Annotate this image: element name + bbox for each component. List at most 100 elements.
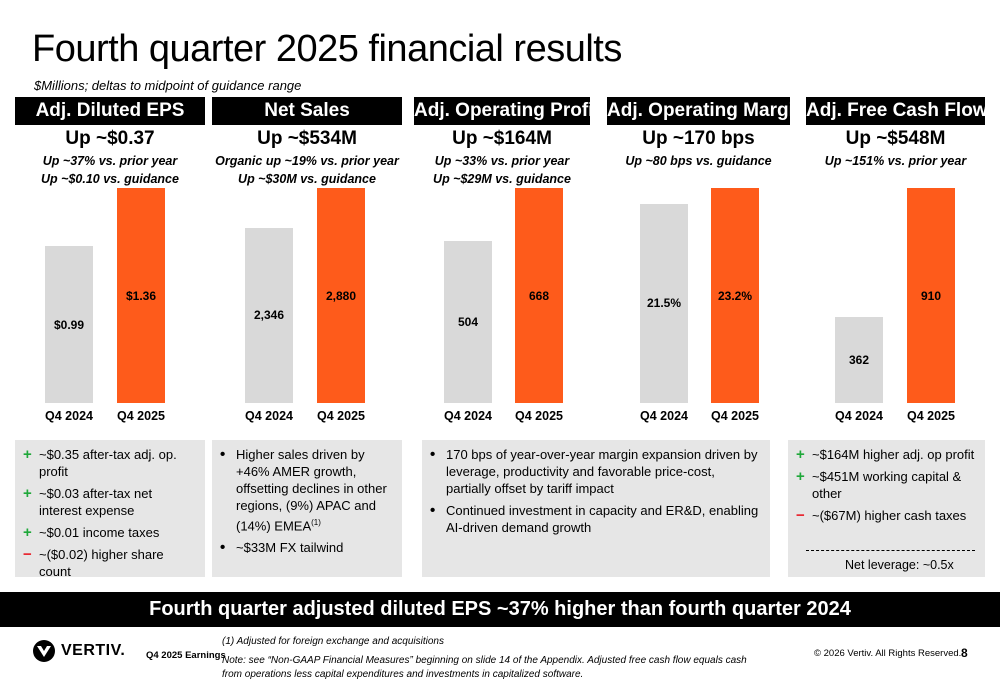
bullet-text: Higher sales driven by +46% AMER growth,…	[236, 446, 394, 534]
net-leverage: Net leverage: ~0.5x	[845, 558, 954, 572]
bullet-item: + ~$0.03 after-tax net interest expense	[23, 485, 197, 519]
bullet-text: ~$0.03 after-tax net interest expense	[39, 485, 197, 519]
bullet-item: − ~($67M) higher cash taxes	[796, 507, 977, 524]
chart-headline: Up ~170 bps	[642, 128, 755, 149]
chart-note: Organic up ~19% vs. prior year	[215, 154, 399, 168]
chart-title: Adj. Operating Margin	[607, 97, 805, 125]
bar-value-label: 21.5%	[646, 296, 682, 311]
chart-5: Adj. Free Cash Flow Up ~$548M Up ~151% vs…	[806, 97, 988, 432]
commentary-box-1: + ~$0.35 after-tax adj. op. profit + ~$0.03…	[15, 440, 205, 580]
bar-value-label: 2,346	[253, 308, 285, 323]
bullet-text-body: Continued investment in capacity and ER&…	[446, 503, 759, 535]
bar-q4-2024	[640, 203, 688, 403]
deck-name: Q4 2025 Earnings	[146, 650, 226, 661]
divider	[806, 550, 975, 551]
commentary-box-2: • Higher sales driven by +46% AMER growth…	[212, 440, 402, 577]
bar-value-label: 23.2%	[717, 288, 753, 303]
footnote: (1) Adjusted for foreign exchange and ac…	[222, 636, 444, 647]
chart-note: Up ~$0.10 vs. guidance	[41, 172, 179, 186]
bullet-text: ~($67M) higher cash taxes	[812, 507, 966, 524]
x-tick-label: Q4 2025	[117, 409, 165, 423]
bar-q4-2024	[245, 227, 293, 403]
plus-icon: +	[23, 524, 32, 541]
bullet-item: • Continued investment in capacity and ER…	[430, 502, 762, 536]
bar-q4-2025	[907, 188, 955, 403]
bullet-text-body: ~$0.01 income taxes	[39, 525, 160, 540]
chart-title: Net Sales	[212, 97, 402, 125]
plus-icon: +	[23, 446, 32, 463]
bar-value-label: $1.36	[125, 288, 157, 303]
commentary-box-3: • 170 bps of year-over-year margin expans…	[422, 440, 770, 577]
bullet-item: + ~$451M working capital & other	[796, 468, 977, 502]
page-subtitle: $Millions; deltas to midpoint of guidanc…	[34, 78, 302, 93]
bullet-icon: •	[220, 446, 226, 463]
bullet-text-body: Higher sales driven by +46% AMER growth,…	[236, 447, 387, 534]
bullet-text-body: ~($67M) higher cash taxes	[812, 508, 967, 523]
bullet-icon: •	[430, 502, 436, 519]
page-number: 8	[961, 646, 968, 660]
chart-1: Adj. Diluted EPS Up ~$0.37 Up ~37% vs. pr…	[15, 97, 205, 432]
plus-icon: +	[796, 468, 805, 485]
bar-value-label: 504	[457, 314, 479, 329]
bullet-text: ~$33M FX tailwind	[236, 539, 343, 556]
chart-note: Up ~$29M vs. guidance	[433, 172, 571, 186]
chart-3: Adj. Operating Profit Up ~$164M Up ~33% v…	[414, 97, 600, 432]
bar-q4-2024	[45, 246, 93, 403]
minus-icon: −	[23, 546, 32, 563]
bar-value-label: 910	[920, 288, 942, 303]
bullet-text-body: ~$0.35 after-tax adj. op. profit	[39, 447, 177, 479]
summary-banner: Fourth quarter adjusted diluted EPS ~37%…	[0, 592, 1000, 627]
bar-value-label: 668	[528, 288, 550, 303]
bullet-text: Continued investment in capacity and ER&…	[446, 502, 762, 536]
chart-headline: Up ~$0.37	[65, 128, 155, 149]
bullet-text: ~$0.35 after-tax adj. op. profit	[39, 446, 197, 480]
chart-note: Up ~33% vs. prior year	[434, 154, 570, 168]
bar-q4-2025	[117, 188, 165, 403]
bullet-text: ~$451M working capital & other	[812, 468, 977, 502]
bullet-text-body: ~$0.03 after-tax net interest expense	[39, 486, 153, 518]
bullet-text-body: ~$33M FX tailwind	[236, 540, 344, 556]
chart-title: Adj. Operating Profit	[414, 97, 600, 125]
x-tick-label: Q4 2025	[515, 409, 563, 423]
logo-text: VERTIV.	[61, 642, 126, 659]
bullet-item: − ~($0.02) higher share count	[23, 546, 197, 580]
minus-icon: −	[796, 507, 805, 524]
x-tick-label: Q4 2024	[444, 409, 492, 423]
bullet-text-body: 170 bps of year-over-year margin expansi…	[446, 447, 758, 496]
chart-4: Adj. Operating Margin Up ~170 bps Up ~80 …	[607, 97, 805, 432]
bar-value-label: 2,880	[325, 288, 357, 303]
chart-note: Up ~37% vs. prior year	[42, 154, 178, 168]
bar-q4-2024	[444, 240, 492, 403]
chart-title: Adj. Free Cash Flow	[806, 97, 988, 125]
bullet-text: 170 bps of year-over-year margin expansi…	[446, 446, 762, 497]
bullet-item: • Higher sales driven by +46% AMER growth…	[220, 446, 394, 534]
chart-note: Up ~80 bps vs. guidance	[625, 154, 772, 168]
chart-2: Net Sales Up ~$534M Organic up ~19% vs. p…	[212, 97, 402, 432]
commentary-box-4: + ~$164M higher adj. op profit + ~$451M wor…	[788, 440, 985, 577]
bullet-text-body: ~$451M working capital & other	[812, 469, 962, 501]
chart-headline: Up ~$164M	[452, 128, 552, 149]
chart-note: Up ~151% vs. prior year	[824, 154, 967, 168]
bullet-item: • ~$33M FX tailwind	[220, 539, 394, 556]
bullet-item: • 170 bps of year-over-year margin expans…	[430, 446, 762, 497]
chart-headline: Up ~$548M	[845, 128, 946, 149]
chart-headline: Up ~$534M	[257, 128, 357, 149]
plus-icon: +	[796, 446, 805, 463]
chart-note: Up ~$30M vs. guidance	[238, 172, 376, 186]
vertiv-logo-icon	[33, 640, 55, 662]
bullet-item: + ~$0.01 income taxes	[23, 524, 197, 541]
bar-value-label: $0.99	[53, 317, 85, 332]
x-tick-label: Q4 2024	[835, 409, 883, 423]
bullet-text-body: ~$164M higher adj. op profit	[812, 447, 975, 462]
bullet-text: ~($0.02) higher share count	[39, 546, 197, 580]
bullet-text: ~$0.01 income taxes	[39, 524, 159, 541]
chart-title: Adj. Diluted EPS	[15, 97, 205, 125]
x-tick-label: Q4 2024	[45, 409, 93, 423]
bullet-item: + ~$0.35 after-tax adj. op. profit	[23, 446, 197, 480]
bar-value-label: 362	[848, 353, 870, 368]
page-title: Fourth quarter 2025 financial results	[32, 28, 622, 70]
bullet-item: + ~$164M higher adj. op profit	[796, 446, 977, 463]
bar-q4-2024	[835, 317, 883, 403]
plus-icon: +	[23, 485, 32, 502]
bar-q4-2025	[711, 188, 759, 403]
